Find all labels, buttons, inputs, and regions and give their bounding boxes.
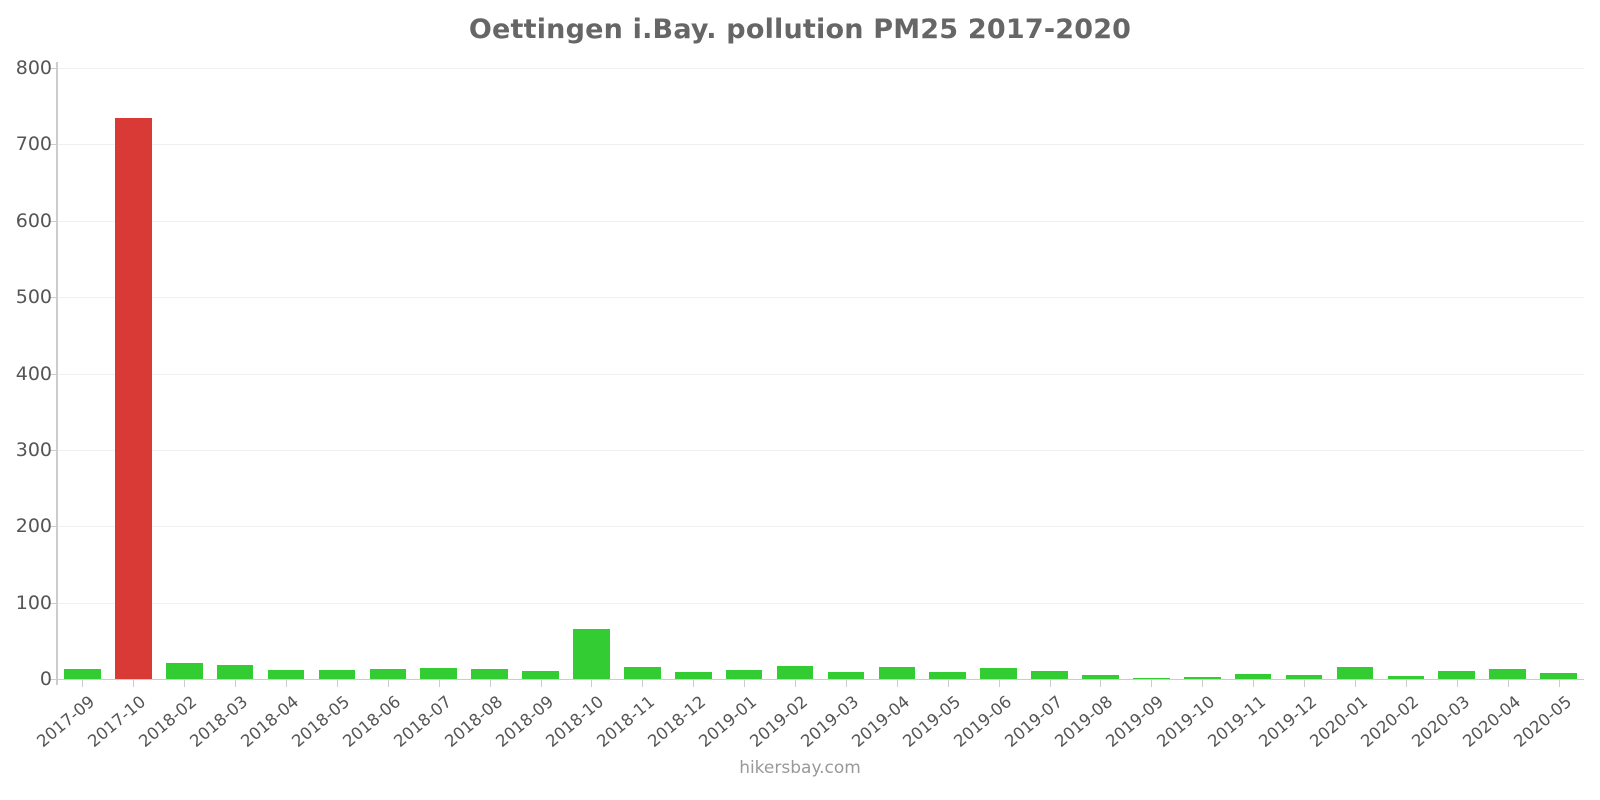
y-axis-tick-label: 0	[39, 668, 52, 690]
x-axis-tick	[336, 679, 338, 687]
bar[interactable]	[115, 118, 152, 679]
y-axis-tick	[50, 602, 57, 604]
bar[interactable]	[1438, 671, 1476, 679]
x-axis-tick	[133, 679, 135, 687]
x-axis-tick	[184, 679, 186, 687]
x-axis-tick	[1151, 679, 1153, 687]
bar-series	[57, 68, 1584, 679]
bar[interactable]	[420, 667, 458, 679]
y-axis-tick-label: 800	[15, 57, 52, 79]
y-axis-tick	[50, 526, 57, 528]
x-axis-tick	[744, 679, 746, 687]
bar[interactable]	[1031, 671, 1068, 679]
x-axis-tick	[82, 679, 84, 687]
chart-title: Oettingen i.Bay. pollution PM25 2017-202…	[468, 14, 1132, 45]
gridline	[57, 68, 1584, 69]
x-axis-tick	[540, 679, 542, 687]
bar[interactable]	[471, 669, 508, 679]
x-axis-tick	[286, 679, 288, 687]
x-axis-tick	[998, 679, 1000, 687]
x-axis-tick	[896, 679, 898, 687]
x-axis-tick	[1100, 679, 1102, 687]
bar[interactable]	[1082, 675, 1119, 679]
y-axis-tick	[50, 373, 57, 375]
y-axis-tick-label: 200	[15, 515, 52, 538]
y-axis-tick-label: 600	[15, 209, 52, 232]
x-axis-tick	[1202, 679, 1204, 687]
x-axis-tick	[1049, 679, 1051, 687]
bar[interactable]	[725, 669, 763, 679]
x-axis-tick	[1354, 679, 1356, 687]
gridline	[57, 297, 1584, 299]
bar[interactable]	[216, 665, 254, 679]
bar[interactable]	[1133, 677, 1170, 679]
x-axis-tick	[438, 679, 440, 687]
y-axis-tick	[50, 297, 57, 299]
y-axis-tick-label: 300	[15, 438, 52, 461]
bar[interactable]	[522, 670, 559, 679]
bar[interactable]	[878, 666, 916, 679]
y-axis-tick	[50, 449, 57, 451]
y-axis-tick	[50, 144, 57, 146]
y-axis-tick	[50, 220, 57, 222]
x-axis-line	[57, 679, 1584, 680]
x-axis-tick	[1253, 679, 1255, 687]
x-axis-tick	[845, 679, 847, 687]
bar[interactable]	[1336, 666, 1374, 679]
y-axis-tick-label: 400	[15, 362, 52, 385]
x-axis-tick	[1558, 679, 1560, 687]
gridline	[57, 144, 1584, 146]
x-axis-tick	[693, 679, 695, 687]
bar[interactable]	[64, 669, 101, 679]
x-axis-tick	[1456, 679, 1458, 687]
x-axis-tick	[795, 679, 797, 687]
bar[interactable]	[267, 669, 305, 679]
gridline	[57, 220, 1584, 222]
y-axis-tick	[50, 68, 57, 69]
gridlines	[57, 68, 1584, 679]
bar[interactable]	[1285, 675, 1323, 679]
gridline	[57, 373, 1584, 375]
x-axis-tick	[235, 679, 237, 687]
bar[interactable]	[980, 668, 1017, 679]
bar[interactable]	[1183, 677, 1221, 679]
bar[interactable]	[1387, 675, 1425, 679]
gridline	[57, 602, 1584, 604]
bar[interactable]	[827, 672, 865, 679]
bar[interactable]	[1540, 672, 1577, 679]
bar[interactable]	[929, 672, 967, 679]
y-axis-tick-label: 500	[15, 286, 52, 309]
watermark: hikersbay.com	[739, 758, 861, 778]
x-axis-tick	[1507, 679, 1509, 687]
x-axis-tick	[947, 679, 949, 687]
y-axis-tick-label: 700	[15, 133, 52, 156]
x-axis-tick	[642, 679, 644, 687]
x-axis-tick	[1304, 679, 1306, 687]
y-axis-tick	[50, 679, 57, 680]
x-axis-tick	[387, 679, 389, 687]
bar[interactable]	[624, 666, 661, 679]
bar[interactable]	[165, 662, 203, 679]
y-axis-line	[56, 62, 58, 685]
bar[interactable]	[1489, 669, 1526, 679]
bar[interactable]	[1234, 674, 1272, 679]
bar[interactable]	[674, 672, 712, 679]
x-axis-tick	[489, 679, 491, 687]
x-axis-tick	[591, 679, 593, 687]
bar[interactable]	[369, 669, 407, 679]
y-axis-tick-label: 100	[15, 591, 52, 614]
gridline	[57, 526, 1584, 528]
bar[interactable]	[573, 629, 610, 679]
bar[interactable]	[318, 669, 356, 679]
x-axis-tick	[1405, 679, 1407, 687]
bar[interactable]	[776, 666, 814, 679]
gridline	[57, 449, 1584, 451]
